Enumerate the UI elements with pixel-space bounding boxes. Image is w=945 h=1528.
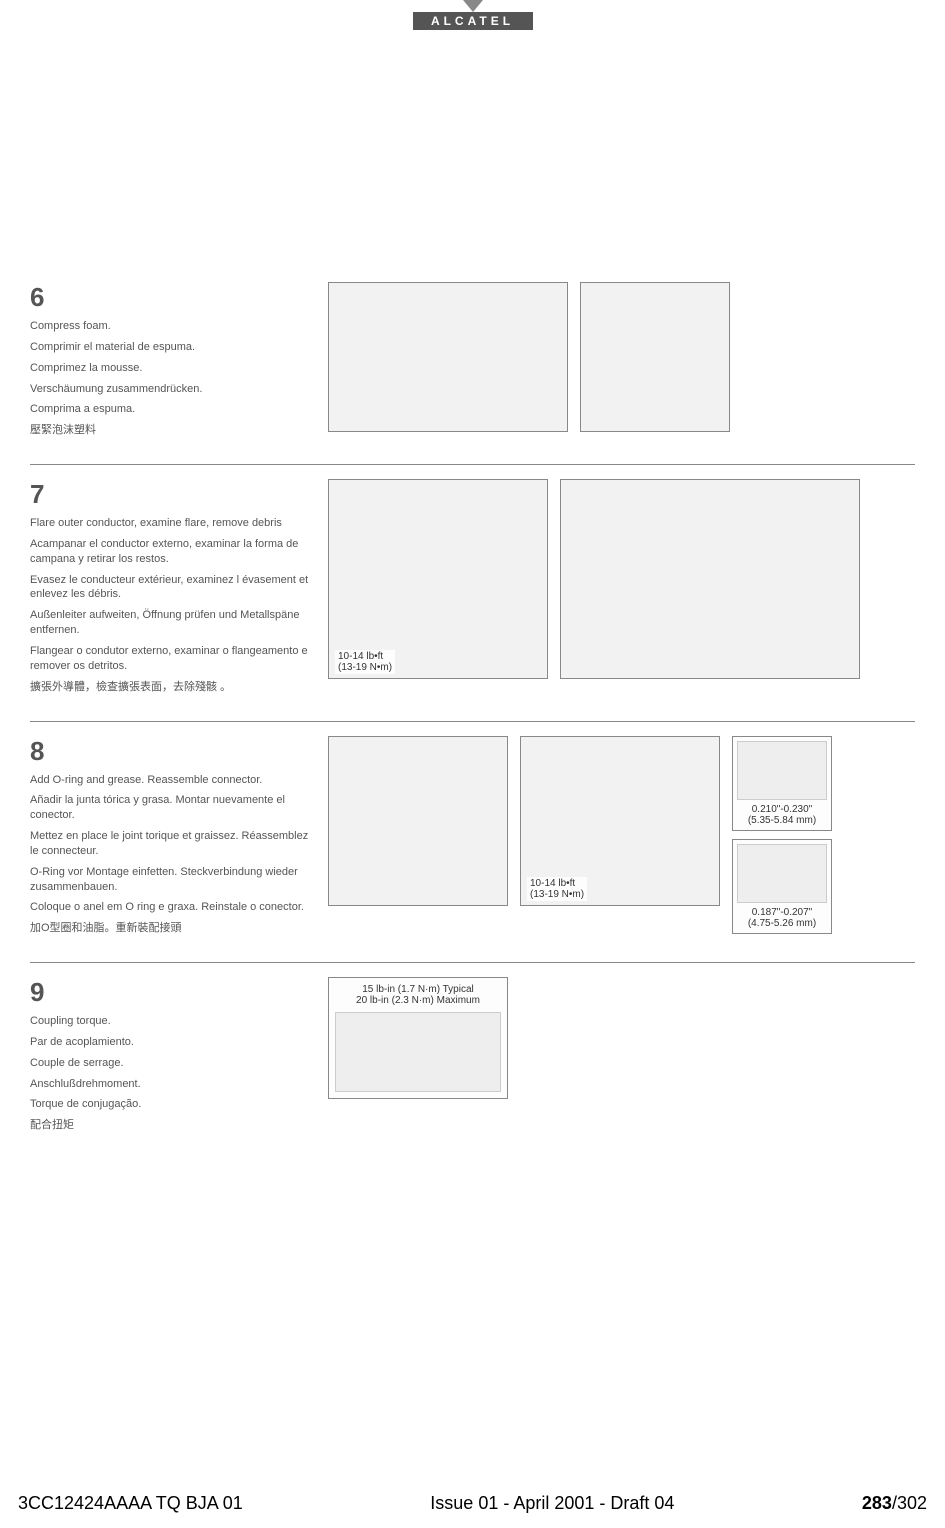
instr-line: Couple de serrage.	[30, 1056, 310, 1071]
dimension-stack: 0.210"-0.230" (5.35-5.84 mm) 0.187"-0.20…	[732, 736, 832, 934]
step-number: 9	[30, 977, 310, 1008]
page-body: 6 Compress foam. Comprimir el material d…	[0, 30, 945, 1159]
torque-typical: 15 lb-in (1.7 N·m) Typical	[335, 984, 501, 995]
figure-image	[328, 282, 568, 432]
instr-line: Comprimez la mousse.	[30, 361, 310, 376]
torque-maximum: 20 lb-in (2.3 N·m) Maximum	[335, 995, 501, 1006]
instr-line: 壓緊泡沫塑料	[30, 423, 310, 438]
instr-line: 配合扭矩	[30, 1118, 310, 1133]
figure-image	[328, 736, 508, 906]
figure-caption: 10-14 lb•ft (13-19 N•m)	[527, 877, 587, 901]
instr-line: Add O-ring and grease. Reassemble connec…	[30, 773, 310, 788]
dimension-label: 0.187"-0.207" (4.75-5.26 mm)	[737, 907, 827, 929]
instr-line: Coloque o anel em O ring e graxa. Reinst…	[30, 900, 310, 915]
instr-line: Compress foam.	[30, 319, 310, 334]
instr-line: Torque de conjugação.	[30, 1097, 310, 1112]
step-7: 7 Flare outer conductor, examine flare, …	[30, 464, 915, 720]
instr-line: Anschlußdrehmoment.	[30, 1077, 310, 1092]
page-footer: 3CC12424AAAA TQ BJA 01 Issue 01 - April …	[0, 1493, 945, 1514]
step-6: 6 Compress foam. Comprimir el material d…	[30, 268, 915, 464]
torque-box: 15 lb-in (1.7 N·m) Typical 20 lb-in (2.3…	[328, 977, 508, 1099]
footer-page: 283/302	[862, 1493, 927, 1514]
step-number: 7	[30, 479, 310, 510]
step-text: 8 Add O-ring and grease. Reassemble conn…	[30, 736, 310, 943]
footer-page-total: /302	[892, 1493, 927, 1513]
instr-line: Evasez le conducteur extérieur, examinez…	[30, 573, 310, 603]
instr-line: Verschäumung zusammendrücken.	[30, 382, 310, 397]
instr-line: Acampanar el conductor externo, examinar…	[30, 537, 310, 567]
step-figures: 15 lb-in (1.7 N·m) Typical 20 lb-in (2.3…	[328, 977, 915, 1099]
instr-line: Coupling torque.	[30, 1014, 310, 1029]
brand-bar: ALCATEL	[413, 12, 533, 30]
dimension-label: 0.210"-0.230" (5.35-5.84 mm)	[737, 804, 827, 826]
figure-image	[560, 479, 860, 679]
instr-line: Comprima a espuma.	[30, 402, 310, 417]
step-9: 9 Coupling torque. Par de acoplamiento. …	[30, 962, 915, 1159]
instr-line: Flangear o condutor externo, examinar o …	[30, 644, 310, 674]
footer-doc-id: 3CC12424AAAA TQ BJA 01	[18, 1493, 243, 1514]
instr-line: O-Ring vor Montage einfetten. Steckverbi…	[30, 865, 310, 895]
dimension-box: 0.187"-0.207" (4.75-5.26 mm)	[732, 839, 832, 934]
step-8: 8 Add O-ring and grease. Reassemble conn…	[30, 721, 915, 963]
instr-line: Außenleiter aufweiten, Öffnung prüfen un…	[30, 608, 310, 638]
step-figures	[328, 282, 915, 432]
figure-image	[580, 282, 730, 432]
instr-line: Flare outer conductor, examine flare, re…	[30, 516, 310, 531]
step-text: 9 Coupling torque. Par de acoplamiento. …	[30, 977, 310, 1139]
footer-issue: Issue 01 - April 2001 - Draft 04	[430, 1493, 674, 1514]
brand-arrow	[463, 0, 483, 12]
dimension-box: 0.210"-0.230" (5.35-5.84 mm)	[732, 736, 832, 831]
instr-line: 加O型圈和油脂。重新裝配接頭	[30, 921, 310, 936]
instr-line: Par de acoplamiento.	[30, 1035, 310, 1050]
step-figures: 10-14 lb•ft (13-19 N•m)	[328, 479, 915, 679]
figure-image	[335, 1012, 501, 1092]
footer-page-current: 283	[862, 1493, 892, 1513]
instr-line: Comprimir el material de espuma.	[30, 340, 310, 355]
instr-line: Añadir la junta tórica y grasa. Montar n…	[30, 793, 310, 823]
figure-caption: 10-14 lb•ft (13-19 N•m)	[335, 650, 395, 674]
instr-line: Mettez en place le joint torique et grai…	[30, 829, 310, 859]
figure-image: 10-14 lb•ft (13-19 N•m)	[520, 736, 720, 906]
step-number: 8	[30, 736, 310, 767]
step-text: 6 Compress foam. Comprimir el material d…	[30, 282, 310, 444]
step-figures: 10-14 lb•ft (13-19 N•m) 0.210"-0.230" (5…	[328, 736, 915, 934]
step-number: 6	[30, 282, 310, 313]
step-text: 7 Flare outer conductor, examine flare, …	[30, 479, 310, 700]
instr-line: 擴張外導體，檢查擴張表面，去除殘骸 。	[30, 680, 310, 695]
figure-image: 10-14 lb•ft (13-19 N•m)	[328, 479, 548, 679]
